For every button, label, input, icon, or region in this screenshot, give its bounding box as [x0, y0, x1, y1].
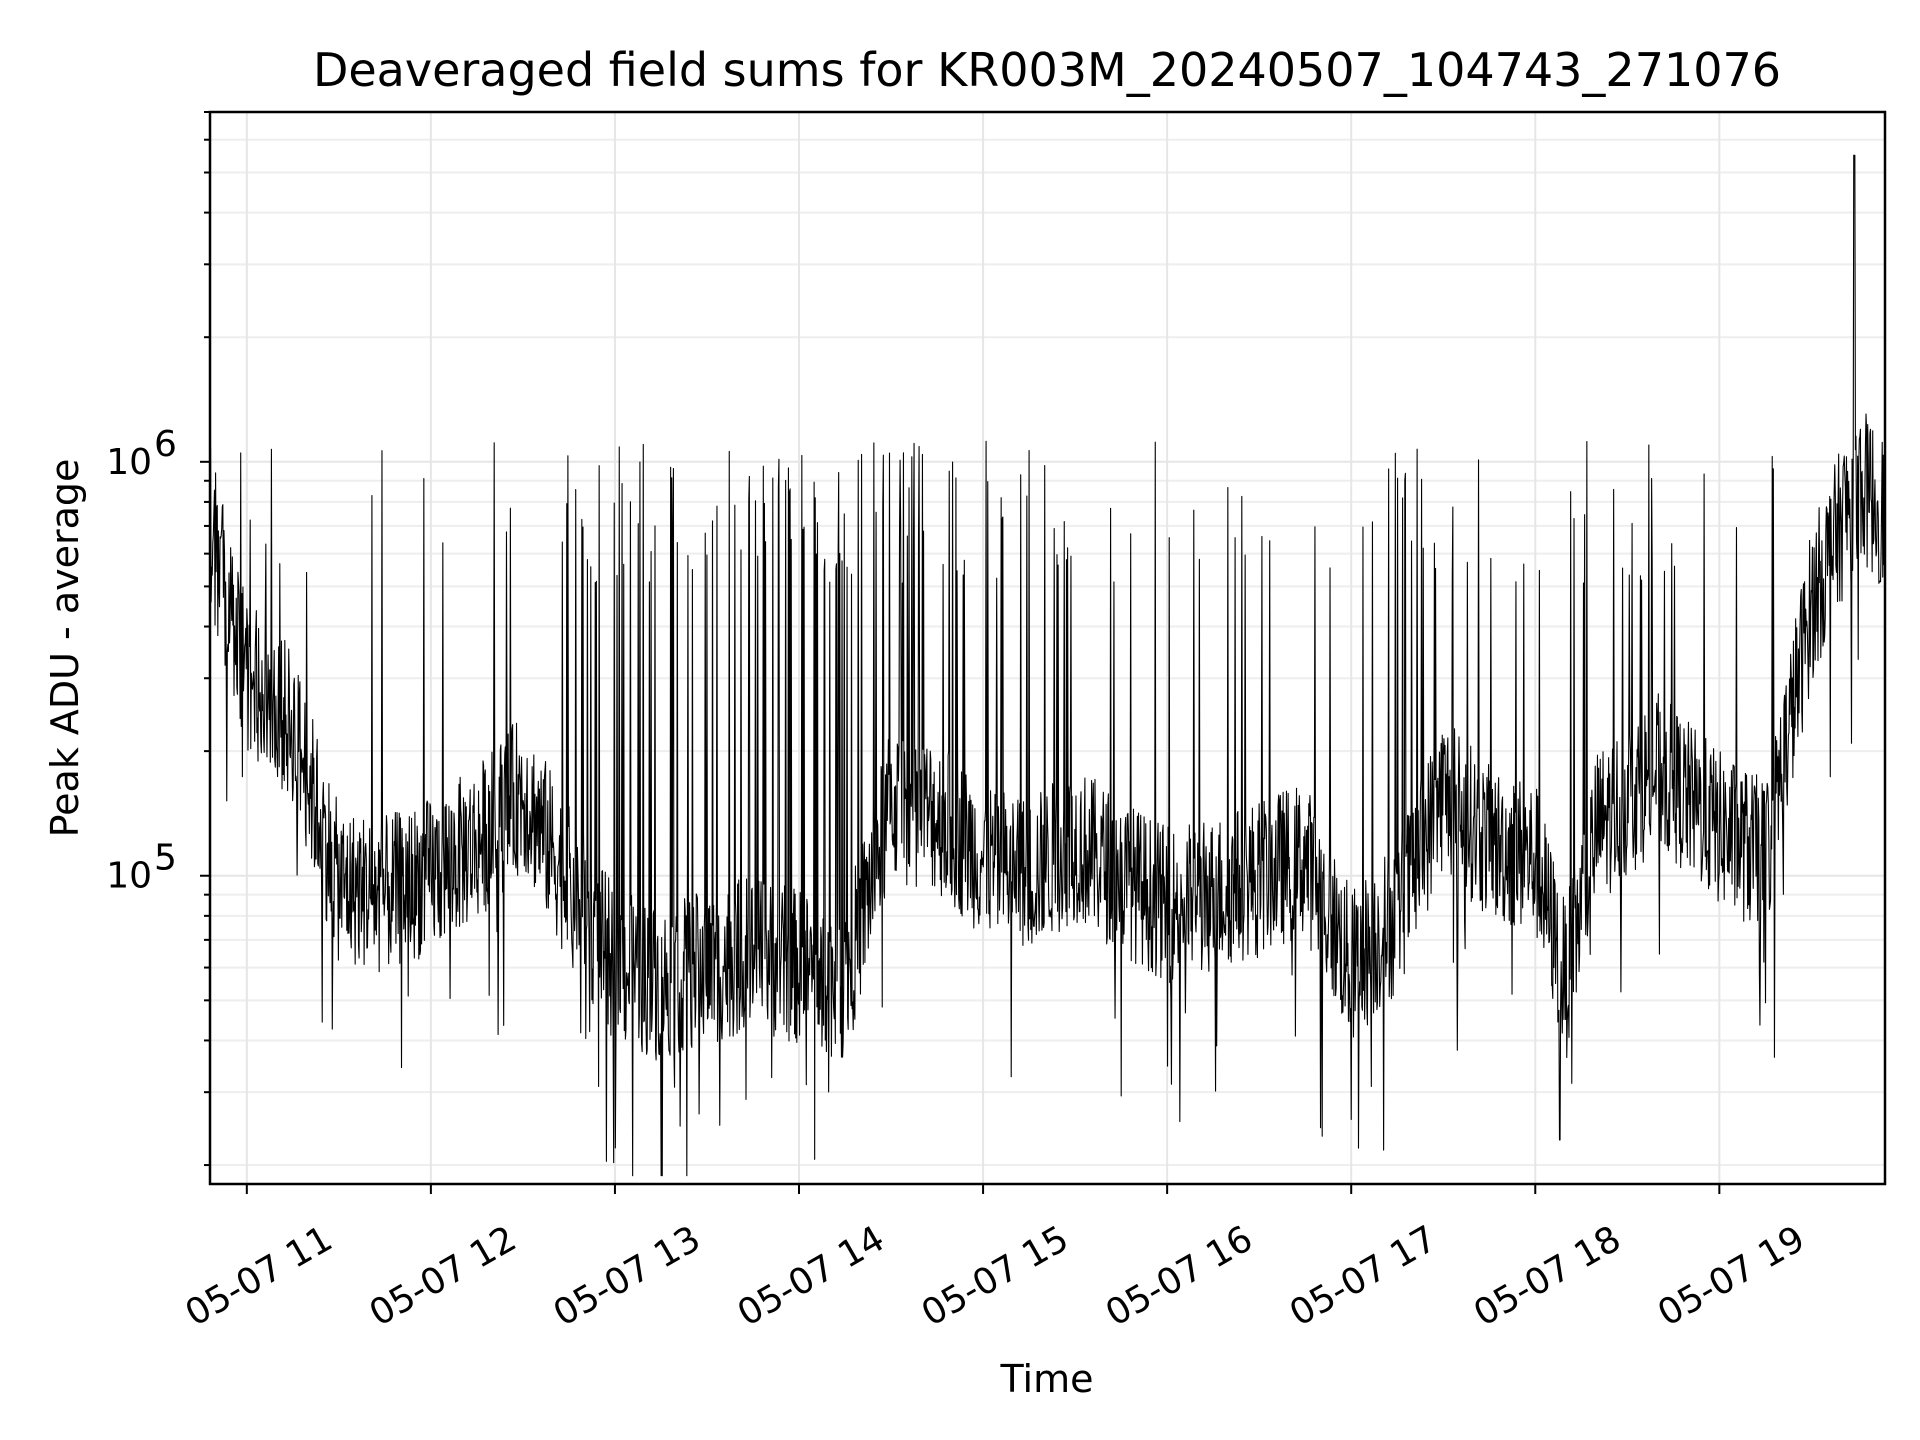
series-line — [209, 154, 1886, 1177]
chart-title: Deaveraged field sums for KR003M_2024050… — [313, 43, 1781, 97]
y-tick-label: 10 — [106, 442, 152, 483]
y-tick-base: 10 — [106, 442, 152, 483]
x-axis-label: Time — [1000, 1357, 1094, 1401]
y-tick-exponent: 6 — [154, 424, 177, 465]
y-tick-exponent: 5 — [154, 838, 177, 879]
y-tick-label: 10 — [106, 856, 152, 897]
y-tick-base: 10 — [106, 856, 152, 897]
y-axis-label: Peak ADU - average — [43, 459, 87, 838]
plot-frame — [208, 110, 1887, 1186]
series-group — [209, 154, 1886, 1177]
